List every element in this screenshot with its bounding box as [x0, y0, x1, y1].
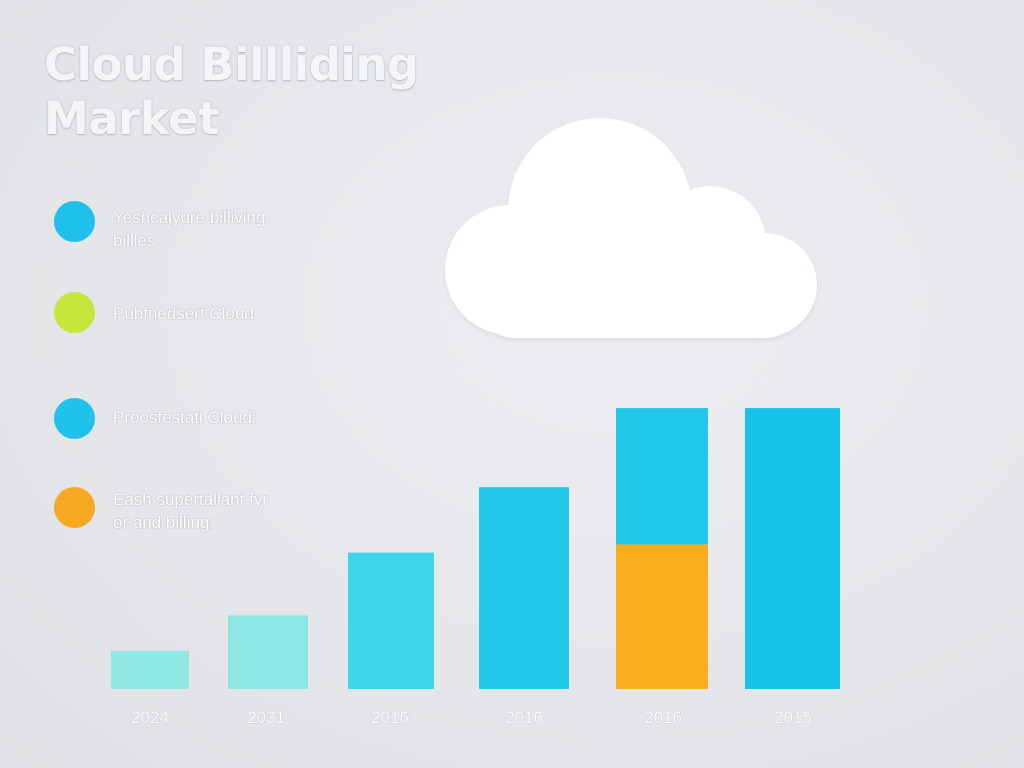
legend-swatch — [54, 398, 95, 439]
legend-label-line2: billles — [113, 231, 156, 250]
bar-1-segment-1 — [111, 650, 189, 689]
legend-label: Pubfnedsert Cloud — [113, 302, 343, 325]
legend-label-line1: Pubfnedsert Cloud — [113, 304, 254, 323]
legend-swatch — [54, 292, 95, 333]
bar-2-segment-1 — [228, 615, 308, 689]
bar-5-segment-1 — [616, 544, 708, 689]
x-tick-label: 2031 — [247, 708, 285, 727]
x-tick-label: 2016 — [644, 708, 682, 727]
legend-label: Eash supertallant fyr or and billing: — [113, 488, 343, 534]
legend-label-line1: Eash supertallant fyr — [113, 490, 268, 509]
legend-item: Yeshcalyure billiving billles — [54, 201, 354, 250]
legend-item: Proosfestati Cloud: — [54, 398, 354, 442]
bar-3-segment-1 — [348, 552, 434, 689]
x-tick-label: 2015 — [774, 708, 812, 727]
legend-label-line1: Yeshcalyure billiving — [113, 208, 266, 227]
chart-title: Cloud Billliding Market — [44, 38, 419, 146]
chart-title-line1: Cloud Billliding — [44, 38, 419, 91]
chart-title-line2: Market — [44, 92, 220, 145]
bar-6-segment-1 — [745, 408, 840, 689]
bar-4-segment-1 — [479, 487, 569, 689]
legend-item: Eash supertallant fyr or and billing: — [54, 487, 354, 534]
legend-label: Proosfestati Cloud: — [113, 406, 343, 429]
x-tick-label: 2016 — [371, 708, 409, 727]
legend-item: Pubfnedsert Cloud — [54, 292, 354, 336]
legend-swatch — [54, 487, 95, 528]
legend-label: Yeshcalyure billiving billles — [113, 206, 343, 252]
legend-swatch — [54, 201, 95, 242]
x-tick-label: 2016 — [505, 708, 543, 727]
x-tick-label: 2024 — [131, 708, 169, 727]
legend-label-line2: or and billing: — [113, 513, 215, 532]
cloud-icon — [445, 118, 817, 338]
bar-5-segment-2 — [616, 408, 708, 545]
legend-label-line1: Proosfestati Cloud: — [113, 408, 257, 427]
